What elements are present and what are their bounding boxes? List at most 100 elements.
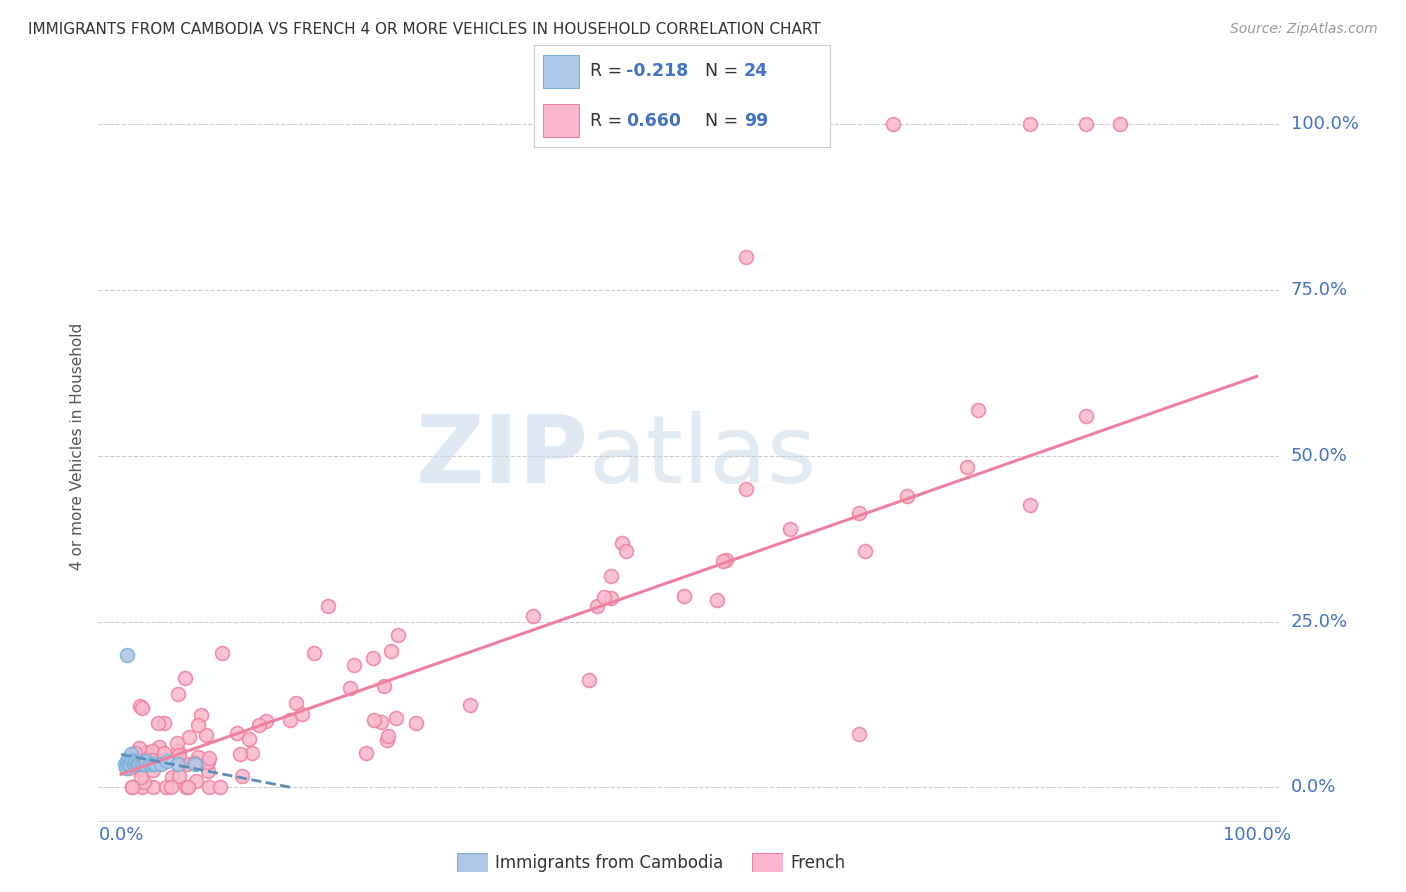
- Point: [1018, 117, 1040, 131]
- Point: [848, 727, 870, 741]
- Point: [131, 701, 153, 715]
- Point: [734, 250, 756, 264]
- Point: [385, 711, 408, 725]
- Point: [967, 402, 990, 417]
- Point: [138, 757, 160, 772]
- Point: [211, 646, 233, 660]
- Point: [673, 589, 696, 603]
- Point: [166, 687, 188, 701]
- Point: [132, 775, 155, 789]
- Point: [280, 713, 302, 727]
- FancyBboxPatch shape: [543, 104, 579, 137]
- Point: [198, 780, 221, 795]
- Point: [152, 716, 174, 731]
- Point: [118, 750, 141, 764]
- Point: [614, 544, 637, 558]
- Point: [167, 747, 190, 762]
- Point: [370, 715, 392, 730]
- Point: [1109, 117, 1132, 131]
- Point: [197, 755, 219, 769]
- Point: [141, 753, 163, 767]
- Point: [238, 731, 260, 746]
- Point: [585, 599, 607, 613]
- Point: [363, 713, 385, 727]
- Point: [184, 757, 207, 772]
- Text: R =: R =: [591, 112, 628, 129]
- Point: [120, 757, 142, 772]
- Point: [387, 628, 409, 642]
- Point: [254, 714, 277, 728]
- Point: [302, 646, 325, 660]
- Point: [734, 482, 756, 496]
- Point: [134, 745, 156, 759]
- Point: [132, 757, 155, 772]
- Point: [153, 746, 176, 760]
- Point: [593, 590, 616, 604]
- Point: [127, 754, 149, 768]
- Point: [522, 608, 544, 623]
- Text: 24: 24: [744, 62, 768, 80]
- Point: [343, 658, 366, 673]
- Text: 75.0%: 75.0%: [1291, 281, 1348, 299]
- Point: [124, 747, 146, 761]
- Y-axis label: 4 or more Vehicles in Household: 4 or more Vehicles in Household: [70, 322, 86, 570]
- Text: R =: R =: [591, 62, 628, 80]
- Point: [610, 536, 633, 550]
- Point: [194, 728, 217, 742]
- Point: [149, 757, 172, 772]
- Point: [129, 762, 152, 776]
- Point: [177, 780, 200, 795]
- Point: [141, 744, 163, 758]
- Point: [1018, 499, 1040, 513]
- Point: [208, 780, 231, 795]
- Point: [197, 764, 219, 778]
- Point: [148, 740, 170, 755]
- Text: atlas: atlas: [589, 411, 817, 503]
- Point: [143, 757, 166, 772]
- Point: [166, 736, 188, 750]
- Point: [460, 698, 482, 713]
- Point: [135, 754, 157, 768]
- Point: [159, 780, 181, 795]
- Point: [1076, 409, 1098, 423]
- Point: [160, 770, 183, 784]
- Point: [247, 718, 270, 732]
- Text: N =: N =: [693, 112, 744, 129]
- Point: [167, 757, 190, 772]
- Point: [363, 650, 385, 665]
- Point: [285, 696, 308, 710]
- Point: [377, 730, 399, 744]
- Text: Source: ZipAtlas.com: Source: ZipAtlas.com: [1230, 22, 1378, 37]
- Text: Immigrants from Cambodia: Immigrants from Cambodia: [495, 854, 723, 871]
- Point: [956, 459, 979, 474]
- Text: 99: 99: [744, 112, 768, 129]
- Point: [121, 780, 143, 795]
- Point: [115, 648, 138, 662]
- Point: [114, 757, 136, 772]
- Point: [174, 671, 197, 685]
- Point: [896, 490, 918, 504]
- Point: [142, 780, 165, 795]
- Point: [120, 754, 142, 768]
- Point: [848, 506, 870, 520]
- Point: [155, 780, 177, 794]
- Point: [128, 740, 150, 755]
- Text: French: French: [790, 854, 845, 871]
- Point: [228, 747, 250, 761]
- Point: [155, 754, 177, 768]
- Point: [120, 747, 142, 762]
- Point: [184, 773, 207, 788]
- Point: [711, 554, 734, 568]
- Point: [187, 750, 209, 764]
- Point: [146, 716, 169, 731]
- Point: [380, 644, 402, 658]
- Point: [198, 751, 221, 765]
- Point: [115, 754, 138, 768]
- Point: [225, 725, 247, 739]
- Point: [779, 522, 801, 536]
- Point: [318, 599, 340, 613]
- Point: [600, 591, 623, 605]
- Point: [167, 769, 190, 783]
- Point: [117, 757, 139, 772]
- Point: [124, 754, 146, 768]
